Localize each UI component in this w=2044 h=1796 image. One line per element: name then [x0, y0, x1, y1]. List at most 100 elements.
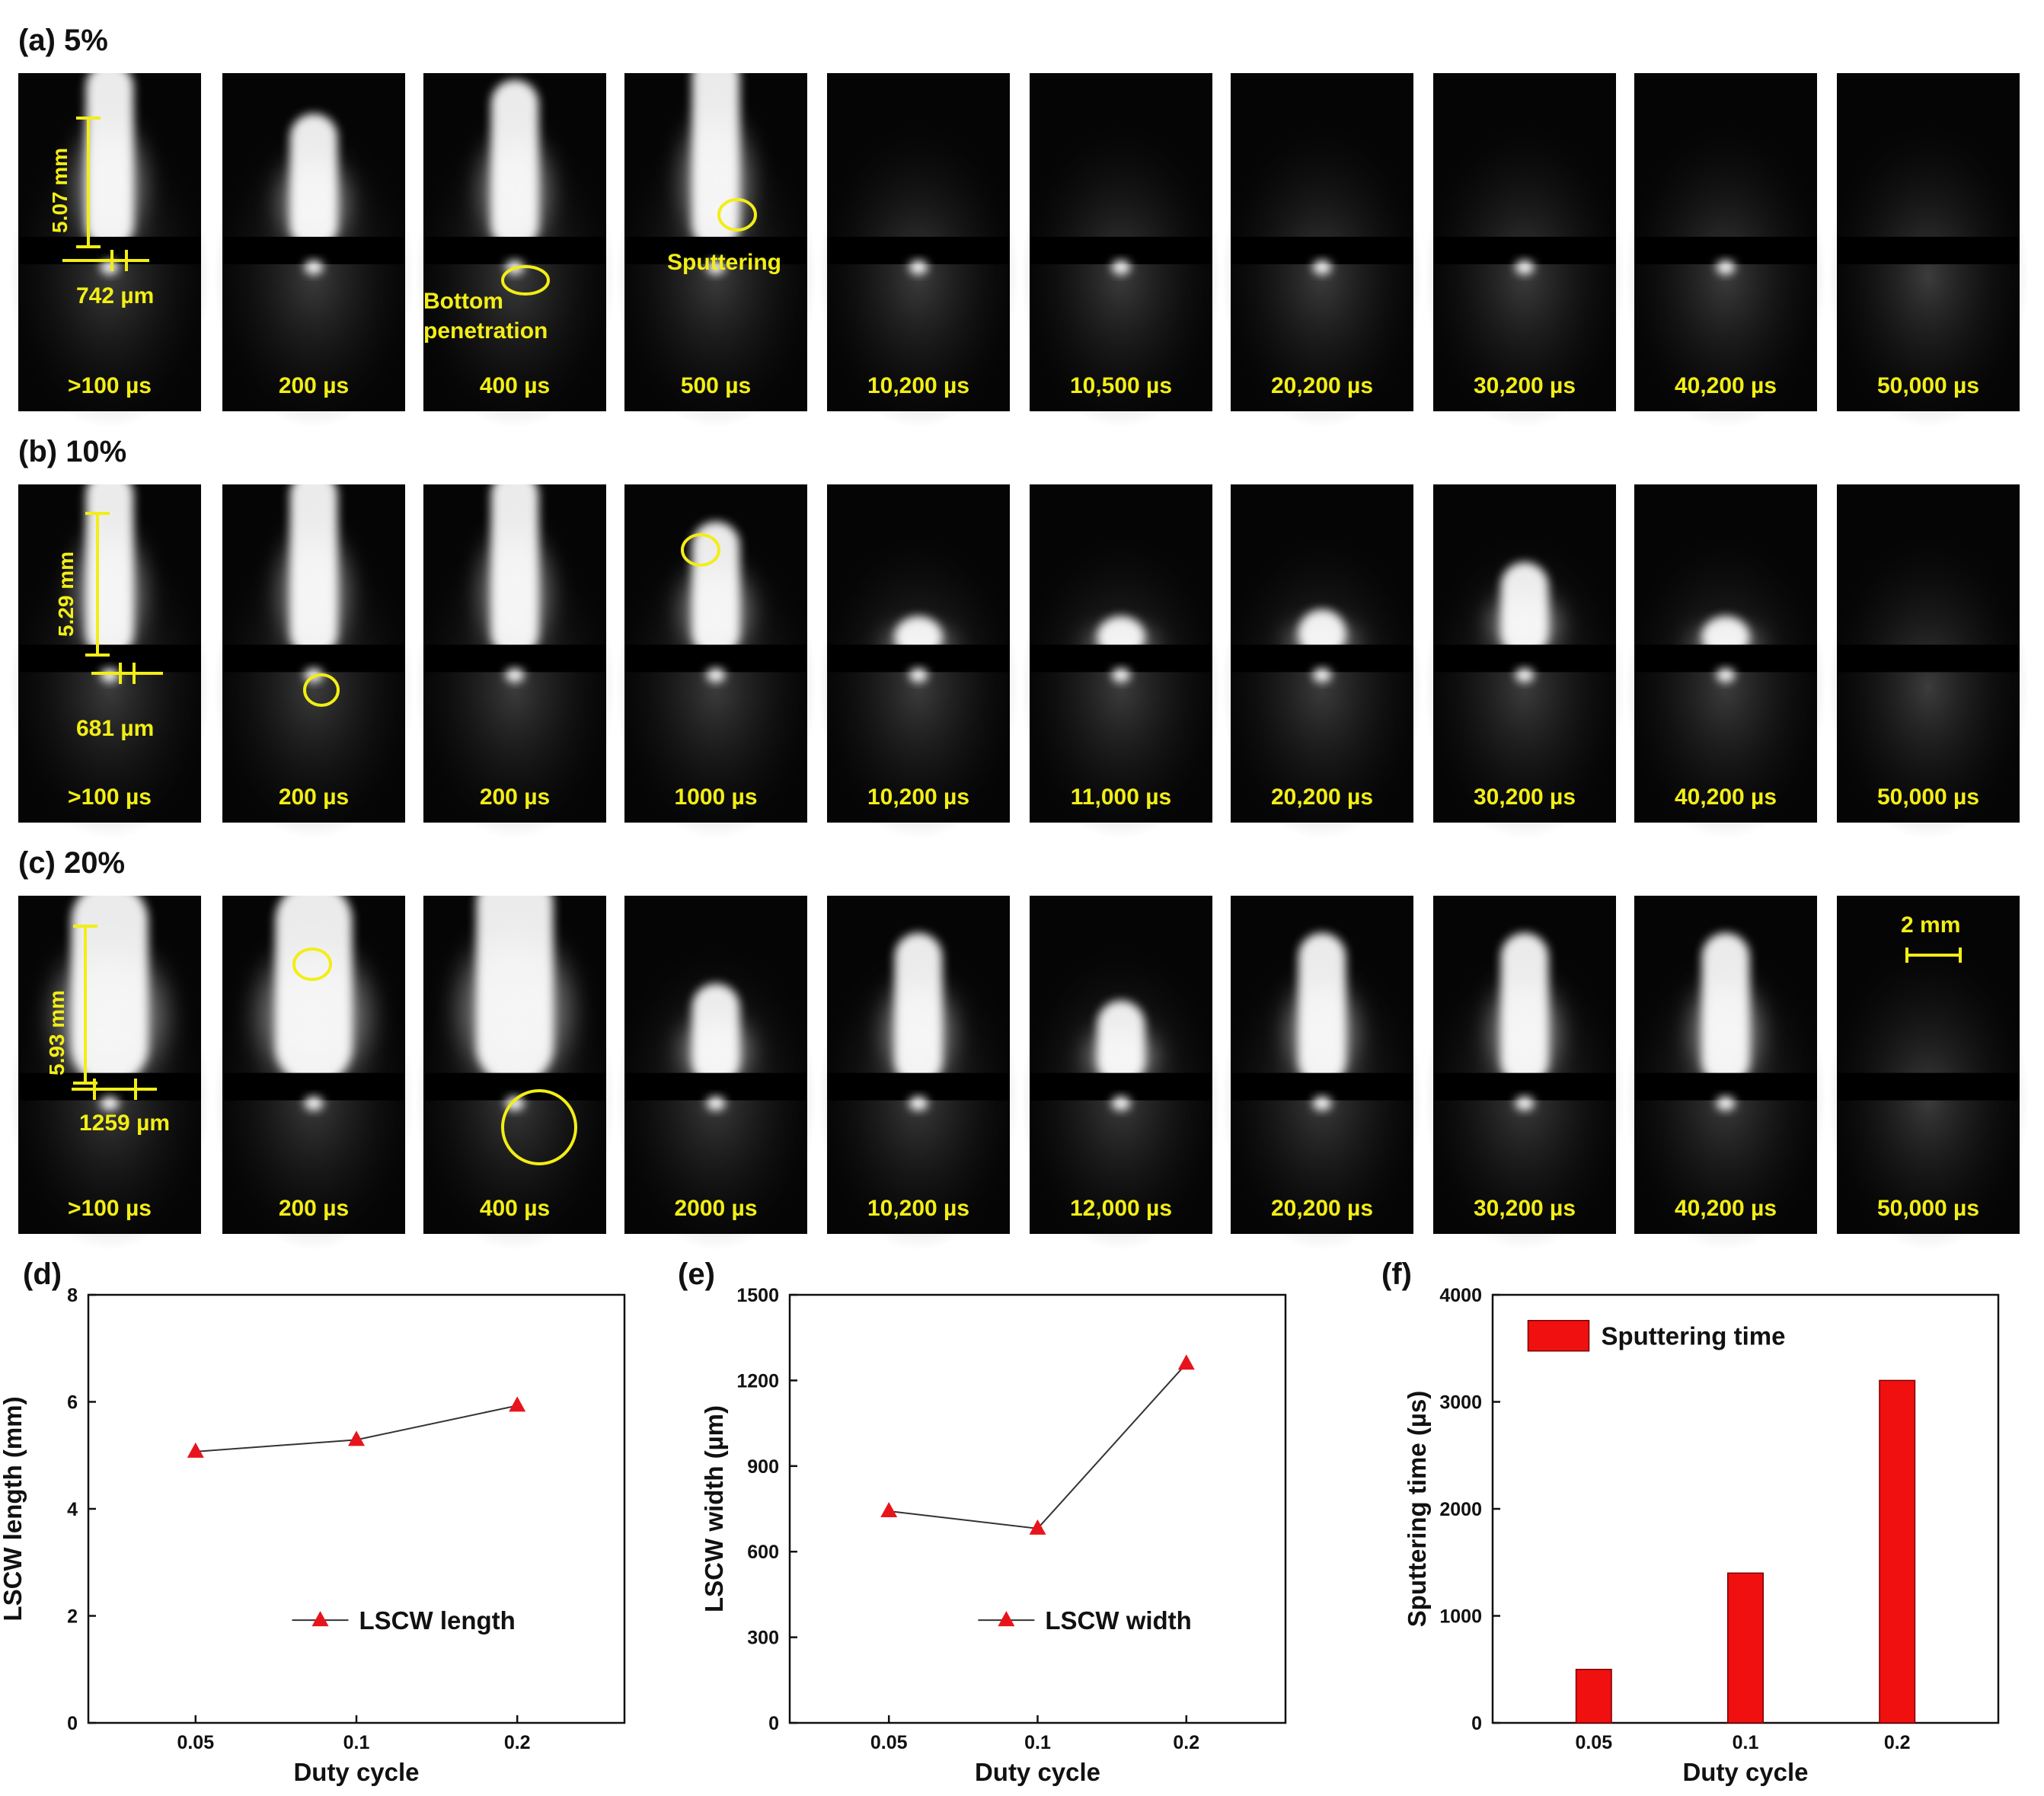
- frame-time-label: 200 µs: [480, 785, 550, 810]
- image-frame: 12,000 µs: [1020, 896, 1222, 1251]
- sample-strip: [827, 236, 1010, 264]
- melt-spot: [305, 1096, 323, 1111]
- image-frame: 20,200 µs: [1222, 896, 1423, 1251]
- sample-strip: [222, 1072, 405, 1101]
- image-frame: 400 µs: [414, 865, 615, 1251]
- melt-spot: [1313, 260, 1331, 274]
- plasma-haze: [414, 535, 615, 840]
- sample-strip: [1433, 644, 1616, 673]
- melt-spot: [707, 260, 725, 274]
- plume-glow: [672, 555, 759, 664]
- plume-glow: [875, 970, 962, 1093]
- x-tick-label: 0.1: [1733, 1732, 1759, 1753]
- melt-spot: [1515, 260, 1534, 274]
- plasma-haze: [1828, 123, 2029, 429]
- melt-spot: [1313, 1096, 1331, 1111]
- image-frame: 30,200 µs: [1424, 896, 1625, 1251]
- image-frame: >100 µs: [9, 62, 210, 429]
- frame-time-label: 50,000 µs: [1877, 785, 1979, 810]
- plume-glow: [244, 932, 383, 1095]
- sample-strip: [1837, 644, 2020, 673]
- plasma-haze: [615, 535, 816, 840]
- melt-spot: [1112, 668, 1130, 682]
- plume-glow: [66, 109, 153, 259]
- sample-strip: [827, 1072, 1010, 1101]
- width-label-b: 681 µm: [76, 716, 154, 741]
- frame-grid: >100 µs 200 µs 400 µs 500 µs 10,200 µs 10,500…: [9, 53, 2029, 1251]
- frame-time-label: 2000 µs: [674, 1196, 757, 1221]
- panel-tag: (f): [1381, 1258, 1412, 1291]
- panel-tag: (d): [23, 1258, 62, 1291]
- row-c-annotations: [72, 925, 1962, 1165]
- note-penetration: penetration: [423, 318, 548, 344]
- melt-spot: [305, 260, 323, 274]
- x-tick-label: 0.1: [1024, 1732, 1051, 1753]
- y-tick-label: 900: [747, 1456, 779, 1478]
- image-frame: 50,000 µs: [1828, 484, 2029, 840]
- image-frame: 40,200 µs: [1625, 484, 1826, 840]
- bar: [1879, 1379, 1916, 1724]
- plume-glow: [446, 920, 584, 1097]
- image-frame: 20,200 µs: [1222, 484, 1423, 840]
- melt-spot: [1515, 668, 1534, 682]
- length-label-a: 5.07 mm: [48, 148, 72, 233]
- plasma-haze: [818, 535, 1019, 840]
- chart-e: (e) 0 300 600 900 1200 1500 0.05 0.1 0.2 Duty cycl…: [678, 1258, 1287, 1786]
- x-tick-label: 0.05: [870, 1732, 908, 1753]
- sample-strip: [1030, 1072, 1212, 1101]
- y-tick-label: 3000: [1439, 1392, 1482, 1414]
- image-frame: 2000 µs: [615, 896, 816, 1251]
- y-tick-label: 0: [768, 1713, 779, 1734]
- frame-time-label: 10,200 µs: [867, 785, 969, 810]
- plot-frame: [87, 1293, 626, 1724]
- width-label-a: 742 µm: [76, 283, 154, 308]
- series-line: [889, 1363, 1187, 1529]
- plasma-haze: [1222, 123, 1423, 429]
- legend-label: Sputtering time: [1601, 1322, 1785, 1350]
- image-frame: 30,200 µs: [1424, 484, 1625, 840]
- y-tick-label: 6: [67, 1392, 78, 1414]
- legend-label: LSCW width: [1045, 1606, 1191, 1635]
- frame-time-label: 400 µs: [480, 373, 550, 398]
- plume-glow: [672, 1008, 759, 1091]
- plasma-haze: [818, 123, 1019, 429]
- y-axis-label: LSCW width (µm): [700, 1405, 728, 1612]
- frame-time-label: 30,200 µs: [1474, 785, 1576, 810]
- bar: [1575, 1669, 1612, 1724]
- frame-time-label: 40,200 µs: [1675, 785, 1777, 810]
- plasma-haze: [1020, 123, 1222, 429]
- sample-strip: [1231, 236, 1413, 264]
- sample-strip: [1433, 236, 1616, 264]
- row-label-b: (b) 10%: [18, 435, 126, 468]
- sample-strip: [423, 644, 606, 673]
- charts: (d) 0 2 4 6 8 0.05 0.1 0.2 Duty cycle LSCW length …: [0, 1258, 2000, 1786]
- frame-time-label: 200 µs: [279, 1196, 349, 1221]
- legend-swatch: [1527, 1319, 1590, 1352]
- melt-spot: [101, 1096, 119, 1111]
- sample-strip: [1231, 644, 1413, 673]
- row-label-a: (a) 5%: [18, 24, 108, 57]
- plasma-haze: [1625, 123, 1826, 429]
- legend-marker: [311, 1611, 329, 1627]
- image-frame: 50,000 µs: [1828, 896, 2029, 1251]
- bar: [1727, 1572, 1764, 1724]
- data-point: [880, 1501, 898, 1517]
- image-frame: 200 µs: [213, 73, 414, 429]
- frame-time-label: 30,200 µs: [1474, 1196, 1576, 1221]
- plume-glow: [1279, 970, 1365, 1093]
- data-point: [348, 1430, 365, 1446]
- image-frame: 1000 µs: [615, 484, 816, 840]
- sample-strip: [1433, 1072, 1616, 1101]
- row-label-c: (c) 20%: [18, 846, 125, 880]
- y-axis-label: Sputtering time (µs): [1403, 1391, 1431, 1628]
- y-tick-label: 2000: [1439, 1499, 1482, 1520]
- plasma-haze: [9, 123, 210, 429]
- image-frame: 11,000 µs: [1020, 484, 1222, 840]
- melt-spot: [909, 1096, 928, 1111]
- y-tick-label: 1500: [736, 1285, 779, 1306]
- y-tick-label: 600: [747, 1542, 779, 1563]
- sample-strip: [1634, 644, 1817, 673]
- image-frame: 30,200 µs: [1424, 73, 1625, 429]
- sample-strip: [624, 236, 807, 264]
- y-tick-label: 0: [67, 1713, 78, 1734]
